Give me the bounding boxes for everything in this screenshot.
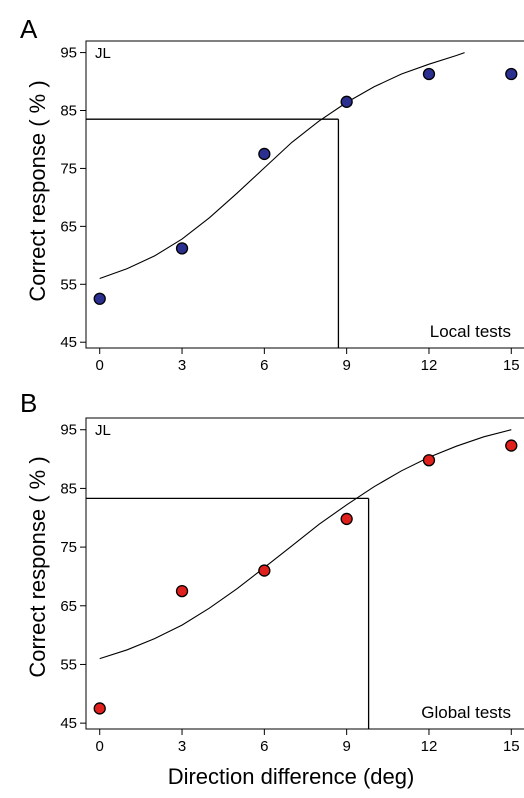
data-point — [175, 242, 189, 255]
data-point — [505, 439, 518, 452]
x-tick-label: 6 — [260, 357, 268, 374]
panel-b: B Correct response ( % ) 45 55 65 75 85 95 0 3… — [20, 388, 524, 755]
panel-letter: A — [20, 14, 38, 44]
y-tick-label: 65 — [60, 218, 77, 235]
test-condition-label: Local tests — [430, 322, 511, 341]
x-tick-label: 15 — [503, 738, 520, 755]
panel-a: A Correct response ( % ) 45 55 65 75 85 95 0 3… — [20, 14, 524, 374]
fit-curve — [99, 429, 512, 660]
plot-frame — [85, 40, 524, 349]
x-tick-label: 3 — [178, 738, 186, 755]
y-tick-label: 45 — [60, 334, 77, 351]
x-tick-label: 12 — [421, 357, 438, 374]
threshold-layer — [86, 118, 340, 348]
threshold-layer — [86, 497, 370, 729]
subject-label: JL — [95, 45, 111, 62]
x-tick-label: 6 — [260, 738, 268, 755]
data-point — [258, 147, 271, 161]
y-axis-label: Correct response ( % ) — [25, 456, 50, 677]
test-condition-label: Global tests — [421, 703, 511, 722]
data-point — [422, 67, 436, 81]
y-tick-label: 85 — [60, 103, 77, 120]
x-ticks: 0 3 6 9 12 15 — [96, 348, 520, 374]
fit-layer — [99, 52, 465, 280]
y-tick-label: 55 — [60, 656, 77, 673]
x-axis-label: Direction difference (deg) — [168, 764, 415, 789]
plot-frame — [85, 417, 524, 730]
subject-label: JL — [95, 422, 111, 439]
data-point — [175, 584, 189, 598]
points-layer — [93, 67, 518, 305]
data-point — [505, 67, 518, 81]
x-tick-label: 0 — [96, 357, 104, 374]
y-tick-label: 75 — [60, 160, 77, 177]
y-tick-label: 65 — [60, 598, 77, 615]
y-axis-label: Correct response ( % ) — [25, 80, 50, 301]
fit-layer — [99, 429, 512, 660]
y-tick-label: 95 — [60, 45, 77, 62]
points-layer — [93, 439, 518, 715]
y-ticks: 45 55 65 75 85 95 — [60, 45, 86, 351]
x-tick-label: 15 — [503, 357, 520, 374]
x-tick-label: 0 — [96, 738, 104, 755]
data-point — [93, 292, 106, 305]
x-tick-label: 3 — [178, 357, 186, 374]
x-tick-label: 12 — [421, 738, 438, 755]
x-tick-label: 9 — [342, 738, 350, 755]
y-tick-label: 85 — [60, 480, 77, 497]
panel-letter: B — [20, 388, 37, 418]
y-tick-label: 45 — [60, 715, 77, 732]
y-tick-label: 75 — [60, 539, 77, 556]
y-ticks: 45 55 65 75 85 95 — [60, 422, 86, 732]
y-tick-label: 55 — [60, 276, 77, 293]
x-ticks: 0 3 6 9 12 15 — [96, 729, 520, 755]
data-point — [422, 454, 436, 467]
fit-curve — [99, 52, 465, 280]
data-point — [258, 564, 271, 577]
data-point — [340, 95, 353, 108]
y-tick-label: 95 — [60, 422, 77, 439]
x-tick-label: 9 — [342, 357, 350, 374]
data-point — [93, 702, 106, 715]
data-point — [340, 512, 353, 526]
